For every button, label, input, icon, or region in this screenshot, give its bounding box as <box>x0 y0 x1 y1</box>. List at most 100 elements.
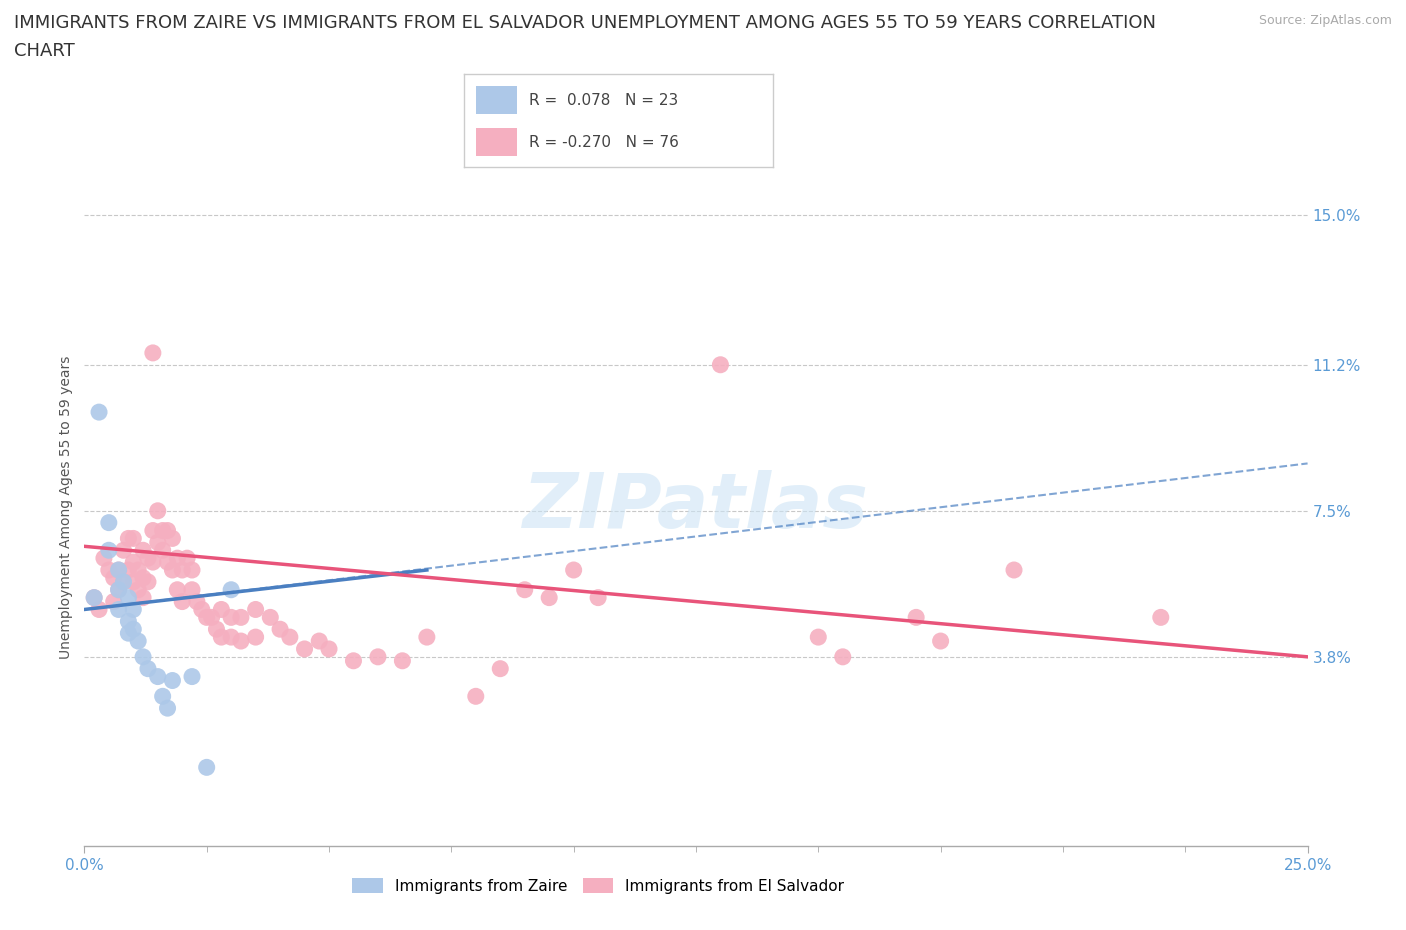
Point <box>97 543 120 558</box>
Point <box>132 591 155 605</box>
Point <box>367 649 389 664</box>
Point <box>142 554 165 569</box>
Point <box>132 649 155 664</box>
Point <box>107 563 129 578</box>
Point <box>122 622 145 637</box>
Point <box>489 661 512 676</box>
Text: R =  0.078   N = 23: R = 0.078 N = 23 <box>529 93 678 108</box>
Point <box>209 630 232 644</box>
Point <box>103 570 125 585</box>
Point <box>229 610 252 625</box>
Point <box>278 630 301 644</box>
Point <box>200 610 222 625</box>
Point <box>97 563 120 578</box>
Point <box>156 554 179 569</box>
Point <box>172 594 194 609</box>
Text: CHART: CHART <box>14 42 75 60</box>
Point <box>152 523 174 538</box>
Point <box>191 602 214 617</box>
Point <box>146 503 169 518</box>
Point <box>229 633 252 648</box>
Point <box>416 630 439 644</box>
Point <box>132 543 155 558</box>
Point <box>166 551 188 565</box>
Point <box>107 563 129 578</box>
Point <box>103 594 125 609</box>
Point <box>146 670 169 684</box>
Point <box>186 594 208 609</box>
Point <box>152 543 174 558</box>
Point <box>905 610 928 625</box>
Point <box>166 582 188 597</box>
Point <box>87 602 110 617</box>
Point <box>181 563 204 578</box>
Point <box>122 575 145 590</box>
Point <box>87 405 110 419</box>
Point <box>83 591 105 605</box>
Text: R = -0.270   N = 76: R = -0.270 N = 76 <box>529 135 679 150</box>
Point <box>112 575 135 590</box>
Point <box>195 610 218 625</box>
Point <box>117 614 139 629</box>
Point <box>1002 563 1025 578</box>
Point <box>97 515 120 530</box>
Point <box>117 531 139 546</box>
Bar <box>477 86 516 114</box>
Point <box>464 689 486 704</box>
Point <box>152 689 174 704</box>
Point <box>162 531 184 546</box>
Point <box>136 551 159 565</box>
Point <box>513 582 536 597</box>
Point <box>112 575 135 590</box>
Point <box>929 633 952 648</box>
Legend: Immigrants from Zaire, Immigrants from El Salvador: Immigrants from Zaire, Immigrants from E… <box>346 871 851 899</box>
Point <box>122 554 145 569</box>
Point <box>107 582 129 597</box>
Point <box>195 760 218 775</box>
Point <box>117 563 139 578</box>
Point <box>136 575 159 590</box>
Point <box>146 535 169 550</box>
Point <box>93 551 115 565</box>
Point <box>156 523 179 538</box>
Point <box>181 582 204 597</box>
Point <box>127 582 149 597</box>
Text: ZIPatlas: ZIPatlas <box>523 470 869 544</box>
Point <box>709 357 731 372</box>
Point <box>162 673 184 688</box>
Point <box>127 633 149 648</box>
Point <box>259 610 281 625</box>
Point <box>562 563 585 578</box>
Point <box>245 602 267 617</box>
Point <box>219 630 242 644</box>
Point <box>308 633 330 648</box>
Point <box>1150 610 1173 625</box>
Text: IMMIGRANTS FROM ZAIRE VS IMMIGRANTS FROM EL SALVADOR UNEMPLOYMENT AMONG AGES 55 : IMMIGRANTS FROM ZAIRE VS IMMIGRANTS FROM… <box>14 14 1156 32</box>
Point <box>132 570 155 585</box>
Point <box>107 602 129 617</box>
Point <box>586 591 609 605</box>
Point <box>107 582 129 597</box>
Point <box>127 563 149 578</box>
Point <box>538 591 561 605</box>
Bar <box>477 128 516 156</box>
Text: Source: ZipAtlas.com: Source: ZipAtlas.com <box>1258 14 1392 27</box>
Point <box>162 563 184 578</box>
Point <box>156 700 179 715</box>
Point <box>209 602 232 617</box>
Point <box>342 654 364 669</box>
Point <box>269 622 291 637</box>
Point <box>318 642 340 657</box>
Y-axis label: Unemployment Among Ages 55 to 59 years: Unemployment Among Ages 55 to 59 years <box>59 355 73 658</box>
Point <box>142 345 165 360</box>
Point <box>391 654 413 669</box>
Point <box>181 670 204 684</box>
Point <box>245 630 267 644</box>
Point <box>172 563 194 578</box>
Point <box>112 543 135 558</box>
Point <box>205 622 228 637</box>
Point <box>831 649 853 664</box>
Point <box>294 642 316 657</box>
Point <box>219 582 242 597</box>
Point <box>807 630 830 644</box>
